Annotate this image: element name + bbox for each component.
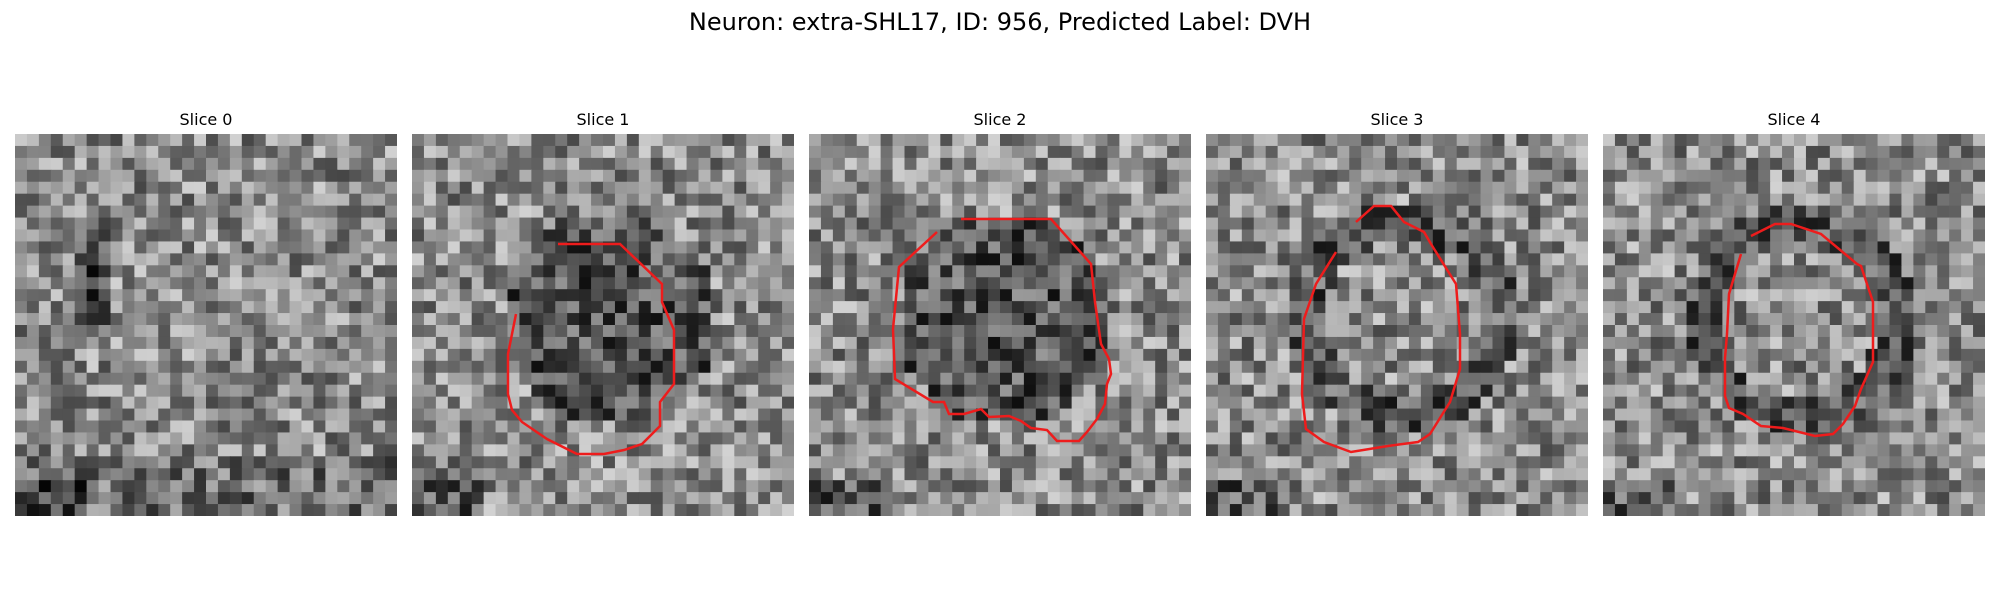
slice-title: Slice 1 bbox=[576, 110, 630, 129]
noise-texture bbox=[1603, 134, 1985, 516]
segmentation-contour bbox=[1723, 222, 1875, 438]
slice-title: Slice 2 bbox=[973, 110, 1027, 129]
segmentation-contour bbox=[506, 242, 676, 456]
segmentation-contour bbox=[1300, 204, 1462, 454]
slice-image bbox=[809, 134, 1191, 516]
slice-image bbox=[15, 134, 397, 516]
slice-panel-3: Slice 3 bbox=[1206, 0, 1588, 600]
slice-title: Slice 0 bbox=[179, 110, 233, 129]
slice-image bbox=[1206, 134, 1588, 516]
slice-panel-2: Slice 2 bbox=[809, 0, 1191, 600]
slice-panel-1: Slice 1 bbox=[412, 0, 794, 600]
slice-title: Slice 4 bbox=[1767, 110, 1821, 129]
segmentation-contour bbox=[891, 217, 1113, 443]
figure-title: Neuron: extra-SHL17, ID: 956, Predicted … bbox=[688, 8, 1312, 36]
noise-texture bbox=[1206, 134, 1588, 516]
slice-panel-4: Slice 4 bbox=[1603, 0, 1985, 600]
noise-texture bbox=[809, 134, 1191, 516]
slice-image bbox=[1603, 134, 1985, 516]
slice-image bbox=[412, 134, 794, 516]
slice-title: Slice 3 bbox=[1370, 110, 1424, 129]
noise-texture bbox=[15, 134, 397, 516]
slice-panel-0: Slice 0 bbox=[15, 0, 397, 600]
noise-texture bbox=[412, 134, 794, 516]
